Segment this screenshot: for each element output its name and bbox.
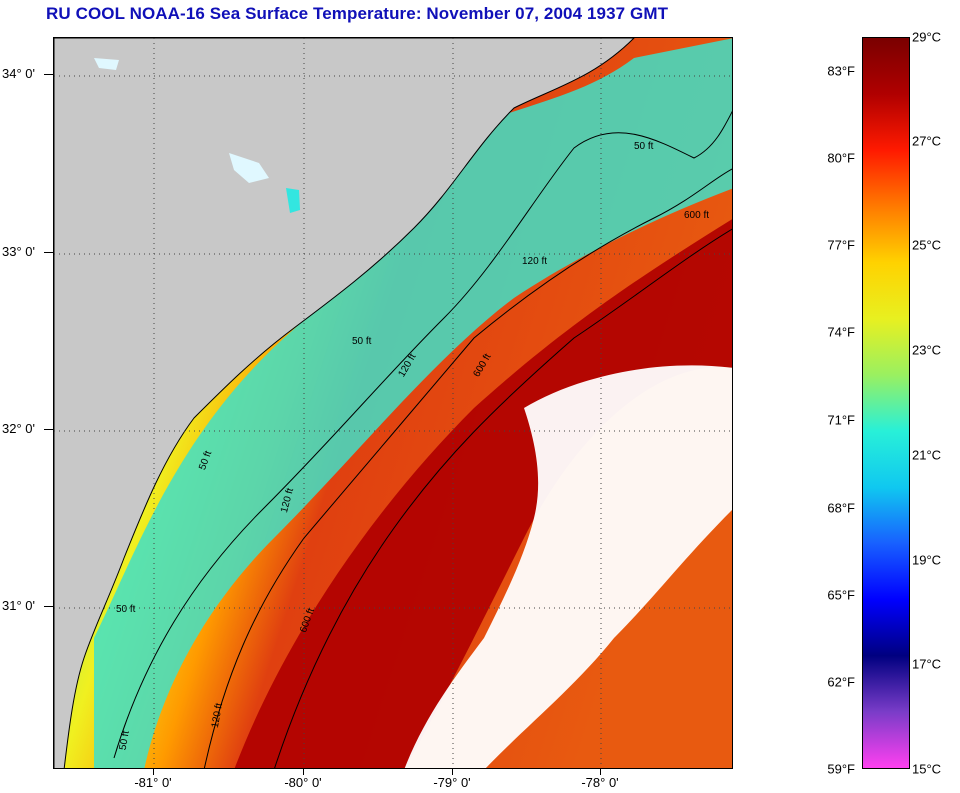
fahrenheit-label: 83°F [827,63,855,79]
celsius-label: 19°C [912,552,942,568]
graticule [54,38,732,768]
lat-label: 31° 0' [2,598,35,613]
lat-tick [44,74,53,75]
contour-label: 600 ft [684,210,710,221]
contour-label: 50 ft [634,141,654,152]
contour-label: 120 ft [522,256,548,267]
land-mass [54,38,635,768]
fahrenheit-label: 65°F [827,587,855,603]
celsius-label: 29°C [912,29,942,45]
lon-tick [600,769,601,775]
fahrenheit-label: 80°F [827,150,855,166]
lat-label: 32° 0' [2,421,35,436]
fahrenheit-label: 62°F [827,674,855,690]
lat-tick [44,429,53,430]
sst-map [53,37,733,769]
map-title: RU COOL NOAA-16 Sea Surface Temperature:… [46,4,669,23]
contour-label: 50 ft [352,336,372,347]
lon-tick [303,769,304,775]
lon-tick [452,769,453,775]
celsius-label: 25°C [912,237,942,253]
lon-label: -80° 0' [284,775,322,790]
lat-label: 33° 0' [2,244,35,259]
lat-label: 34° 0' [2,66,35,81]
bathymetry-contours [113,110,732,768]
fahrenheit-label: 71°F [827,412,855,428]
inland-lake [229,153,269,183]
celsius-label: 17°C [912,656,942,672]
lon-tick [153,769,154,775]
celsius-label: 27°C [912,133,942,149]
sst-map-canvas [54,38,732,768]
coastal-cool-water [94,38,732,768]
celsius-label: 21°C [912,447,942,463]
lat-tick [44,606,53,607]
celsius-label: 23°C [912,342,942,358]
inland-lake [286,188,300,213]
fahrenheit-label: 77°F [827,237,855,253]
contour-label: 50 ft [116,604,136,615]
fahrenheit-label: 74°F [827,324,855,340]
fahrenheit-label: 68°F [827,500,855,516]
lon-label: -79° 0' [433,775,471,790]
lon-label: -78° 0' [581,775,619,790]
lon-label: -81° 0' [134,775,172,790]
inland-lake [94,58,119,70]
gulf-stream-core [234,219,732,768]
lat-tick [44,252,53,253]
fahrenheit-label: 59°F [827,761,855,777]
temperature-colorbar [862,37,910,769]
cloud-cover [404,365,732,768]
celsius-label: 15°C [912,761,942,777]
